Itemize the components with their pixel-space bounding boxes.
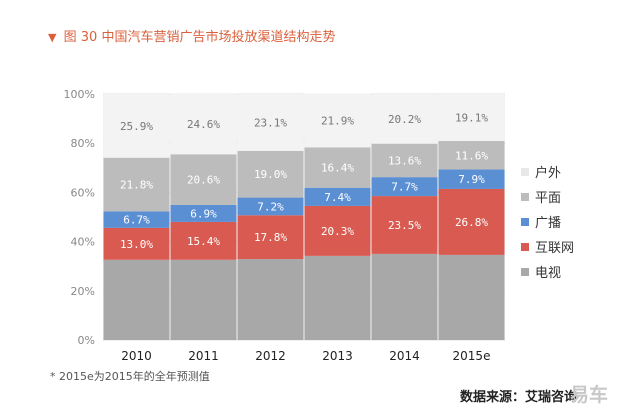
bar-segment [170,154,237,205]
bar-segment [438,94,505,141]
data-label: 13.6% [388,154,421,167]
data-label: 21.8% [120,179,153,192]
y-tick-label: 40% [71,236,95,249]
data-label: 20.6% [187,174,220,187]
bar-segment [170,221,237,260]
data-label: 6.9% [190,207,217,220]
data-label: 11.6% [455,149,488,162]
y-tick-label: 0% [78,334,95,347]
data-label: 15.4% [187,235,220,248]
legend-label: 电视 [535,266,561,281]
footnote: * 2015e为2015年的全年预测值 [50,370,210,383]
bar-segment [103,94,170,158]
bar-segment [371,196,438,254]
bar-segment [237,215,304,260]
data-label: 26.8% [455,216,488,229]
data-label: 7.7% [391,181,418,194]
bar-segment [438,169,505,189]
x-tick-label: 2015e [453,349,491,363]
bar-segment [371,94,438,144]
legend-label: 户外 [535,165,561,181]
y-tick-label: 80% [71,137,95,150]
legend-label: 广播 [535,216,561,231]
bar-segment [304,255,371,340]
data-label: 20.3% [321,225,354,238]
bar-segment [438,188,505,255]
data-source: 数据来源：艾瑞咨询 [460,390,578,405]
x-tick-label: 2013 [322,349,353,363]
title-text: 中国汽车营销广告市场投放渠道结构走势 [101,30,336,45]
data-label: 19.1% [455,111,488,124]
bar-segment [237,150,304,198]
bar-segment [237,197,304,216]
bar-segment [103,157,170,212]
legend-swatch [521,168,529,176]
data-label: 6.7% [123,214,150,227]
data-label: 25.9% [120,120,153,133]
y-tick-label: 60% [71,186,95,199]
data-label: 23.5% [388,219,421,232]
bar-segment [170,204,237,222]
legend-label: 互联网 [535,241,574,256]
data-label: 24.6% [187,118,220,131]
data-label: 7.9% [458,173,485,186]
bar-segment [170,93,237,155]
legend-swatch [521,243,529,251]
bar-segment [438,254,505,340]
bar-segment [371,143,438,178]
bar-segment [103,227,170,260]
data-label: 21.9% [321,114,354,127]
triangle-icon: ▼ [48,31,57,44]
figure-label: 图 30 [63,30,98,45]
y-tick-label: 20% [71,285,95,298]
chart-title: ▼ 图 30 中国汽车营销广告市场投放渠道结构走势 [48,26,335,45]
data-label: 7.2% [257,200,284,213]
legend-swatch [521,268,529,276]
bar-segment [237,94,304,151]
data-label: 16.4% [321,162,354,175]
bar-segment [304,93,371,148]
bar-segment [371,253,438,340]
legend-swatch [521,193,529,201]
bar-segment [371,177,438,197]
bar-segment [103,259,170,340]
data-label: 20.2% [388,113,421,126]
x-tick-label: 2010 [121,349,152,363]
y-tick-label: 100% [64,88,95,101]
bar-segment [237,259,304,340]
bar-segment [304,147,371,188]
data-label: 17.8% [254,231,287,244]
bar-segment [170,259,237,340]
x-tick-label: 2014 [389,349,420,363]
legend-swatch [521,218,529,226]
legend-label: 平面 [535,191,561,206]
data-label: 23.1% [254,116,287,129]
bar-segment [304,187,371,206]
x-tick-label: 2012 [255,349,286,363]
x-tick-label: 2011 [188,349,219,363]
data-label: 13.0% [120,238,153,251]
bar-segment [438,140,505,170]
watermark-logo: 易车 [570,384,609,406]
plot-area [103,94,505,340]
data-label: 7.4% [324,191,351,204]
bar-segment [304,205,371,256]
bar-segment [103,211,170,228]
data-label: 19.0% [254,168,287,181]
